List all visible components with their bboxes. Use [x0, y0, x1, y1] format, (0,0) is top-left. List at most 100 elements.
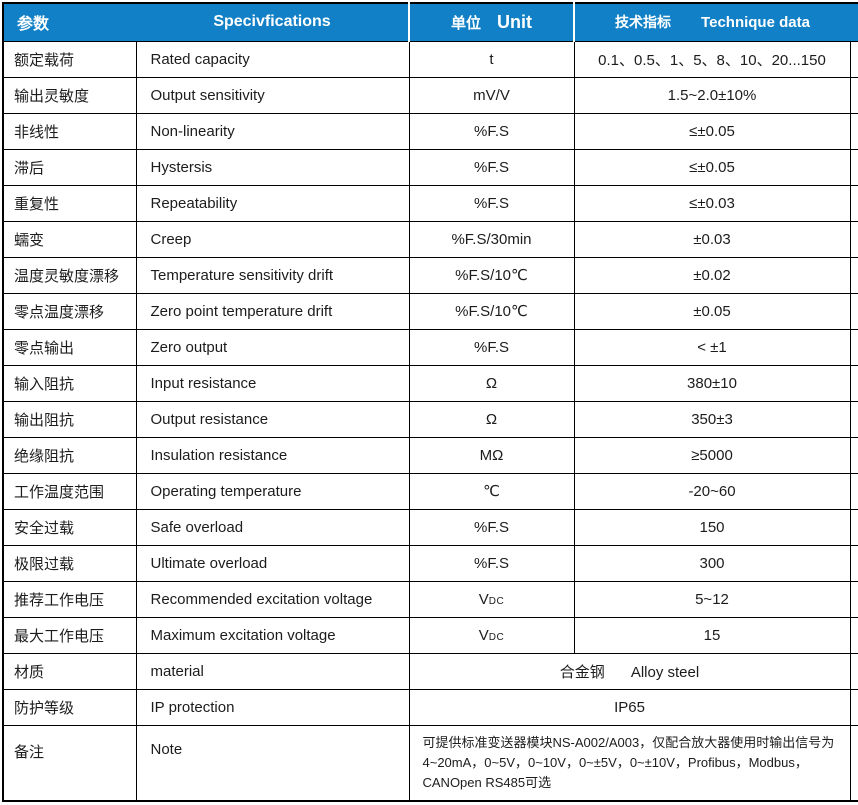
- spec-row-zero-temp-drift: 零点温度漂移 Zero point temperature drift %F.S…: [2, 292, 858, 330]
- spacer-cell: [849, 148, 858, 186]
- spacer-cell: [849, 436, 858, 474]
- param-en-cell: Non-linearity: [135, 112, 410, 150]
- param-en-cell: Creep: [135, 220, 410, 258]
- spacer-cell: [849, 544, 858, 582]
- unit-cell: %F.S/30min: [408, 220, 575, 258]
- spacer-cell: [849, 364, 858, 402]
- value-cell: ≥5000: [573, 436, 851, 474]
- param-cn-cell: 极限过载: [2, 544, 137, 582]
- param-cn-cell: 额定载荷: [2, 40, 137, 78]
- value-cell: 150: [573, 508, 851, 546]
- value-cell: 300: [573, 544, 851, 582]
- unit-cell: mV/V: [408, 76, 575, 114]
- param-en-cell: Temperature sensitivity drift: [135, 256, 410, 294]
- unit-cell: %F.S: [408, 544, 575, 582]
- unit-cell: VDC: [408, 616, 575, 654]
- unit-cell: t: [408, 40, 575, 78]
- param-en-cell: Operating temperature: [135, 472, 410, 510]
- spacer-cell: [849, 580, 858, 618]
- param-cn-cell: 输入阻抗: [2, 364, 137, 402]
- material-value-cell: 合金钢 Alloy steel: [408, 652, 851, 690]
- unit-cell: %F.S: [408, 184, 575, 222]
- spec-row-note: 备注 Note 可提供标准变送器模块NS-A002/A003，仅配合放大器使用时…: [2, 724, 858, 802]
- spacer-cell: [849, 328, 858, 366]
- header-row: 参数 Specivfications 单位 Unit 技术指标 Technique …: [3, 3, 858, 41]
- spacer-cell: [849, 724, 858, 802]
- value-cell: ≤±0.03: [573, 184, 851, 222]
- spec-row-maximum-voltage: 最大工作电压 Maximum excitation voltage VDC 15: [2, 616, 858, 654]
- param-en-cell: Hystersis: [135, 148, 410, 186]
- header-param: 参数: [3, 3, 136, 41]
- spacer-cell: [849, 688, 858, 726]
- header-technique-data: 技术指标 Technique data: [573, 3, 850, 41]
- spec-row-creep: 蠕变 Creep %F.S/30min ±0.03: [2, 220, 858, 258]
- spec-row-safe-overload: 安全过载 Safe overload %F.S 150: [2, 508, 858, 546]
- param-cn-cell: 零点温度漂移: [2, 292, 137, 330]
- unit-cell: VDC: [408, 580, 575, 618]
- param-en-cell: IP protection: [135, 688, 410, 726]
- value-cell: ±0.02: [573, 256, 851, 294]
- param-cn-cell: 温度灵敏度漂移: [2, 256, 137, 294]
- value-cell: ≤±0.05: [573, 148, 851, 186]
- unit-cell: %F.S: [408, 328, 575, 366]
- value-cell: 1.5~2.0±10%: [573, 76, 851, 114]
- spec-row-output-resistance: 输出阻抗 Output resistance Ω 350±3: [2, 400, 858, 438]
- param-cn-cell: 防护等级: [2, 688, 137, 726]
- spec-row-recommended-voltage: 推荐工作电压 Recommended excitation voltage VD…: [2, 580, 858, 618]
- value-cell: 15: [573, 616, 851, 654]
- param-en-cell: Note: [135, 724, 410, 802]
- spec-row-zero-output: 零点输出 Zero output %F.S < ±1: [2, 328, 858, 366]
- spacer-cell: [849, 40, 858, 78]
- param-en-cell: Zero output: [135, 328, 410, 366]
- value-cell: < ±1: [573, 328, 851, 366]
- param-en-cell: Repeatability: [135, 184, 410, 222]
- header-unit-cn: 单位: [450, 14, 481, 32]
- spacer-cell: [849, 652, 858, 690]
- value-cell: -20~60: [573, 472, 851, 510]
- spec-row-insulation-resistance: 绝缘阻抗 Insulation resistance MΩ ≥5000: [2, 436, 858, 474]
- value-cell: 5~12: [573, 580, 851, 618]
- value-cell: ≤±0.05: [573, 112, 851, 150]
- param-en-cell: Safe overload: [135, 508, 410, 546]
- unit-cell: ℃: [408, 472, 575, 510]
- value-cell: 350±3: [573, 400, 851, 438]
- param-en-cell: Rated capacity: [135, 40, 410, 78]
- spec-row-output-sensitivity: 输出灵敏度 Output sensitivity mV/V 1.5~2.0±10…: [2, 76, 858, 114]
- value-cell: 0.1、0.5、1、5、8、10、20...150: [573, 40, 851, 78]
- param-cn-cell: 安全过载: [2, 508, 137, 546]
- spec-row-hysteresis: 滞后 Hystersis %F.S ≤±0.05: [2, 148, 858, 186]
- param-en-cell: Output resistance: [135, 400, 410, 438]
- header-specifications: Specivfications: [136, 3, 409, 41]
- value-cell: ±0.05: [573, 292, 851, 330]
- spacer-cell: [849, 400, 858, 438]
- spacer-cell: [849, 616, 858, 654]
- param-cn-cell: 重复性: [2, 184, 137, 222]
- header-unit-en: Unit: [497, 11, 532, 32]
- unit-cell: %F.S/10℃: [408, 292, 575, 330]
- spacer-cell: [849, 292, 858, 330]
- material-value-en: Alloy steel: [630, 663, 700, 681]
- spacer-cell: [849, 508, 858, 546]
- unit-cell: Ω: [408, 400, 575, 438]
- param-cn-cell: 绝缘阻抗: [2, 436, 137, 474]
- param-cn-cell: 材质: [2, 652, 137, 690]
- param-en-cell: Maximum excitation voltage: [135, 616, 410, 654]
- spec-row-material: 材质 material 合金钢 Alloy steel: [2, 652, 858, 690]
- note-text-cell: 可提供标准变送器模块NS-A002/A003，仅配合放大器使用时输出信号为4~2…: [408, 724, 851, 802]
- param-cn-cell: 推荐工作电压: [2, 580, 137, 618]
- spec-row-operating-temperature: 工作温度范围 Operating temperature ℃ -20~60: [2, 472, 858, 510]
- param-en-cell: Insulation resistance: [135, 436, 410, 474]
- param-cn-cell: 备注: [2, 724, 137, 802]
- spec-row-temp-sensitivity-drift: 温度灵敏度漂移 Temperature sensitivity drift %F…: [2, 256, 858, 294]
- param-cn-cell: 蠕变: [2, 220, 137, 258]
- spacer-cell: [849, 112, 858, 150]
- unit-cell: %F.S: [408, 148, 575, 186]
- spec-row-input-resistance: 输入阻抗 Input resistance Ω 380±10: [2, 364, 858, 402]
- param-cn-cell: 非线性: [2, 112, 137, 150]
- ip-value-cell: IP65: [408, 688, 851, 726]
- spec-row-rated-capacity: 额定载荷 Rated capacity t 0.1、0.5、1、5、8、10、2…: [2, 40, 858, 78]
- spec-row-non-linearity: 非线性 Non-linearity %F.S ≤±0.05: [2, 112, 858, 150]
- table-header: 参数 Specivfications 单位 Unit 技术指标 Technique …: [3, 3, 858, 41]
